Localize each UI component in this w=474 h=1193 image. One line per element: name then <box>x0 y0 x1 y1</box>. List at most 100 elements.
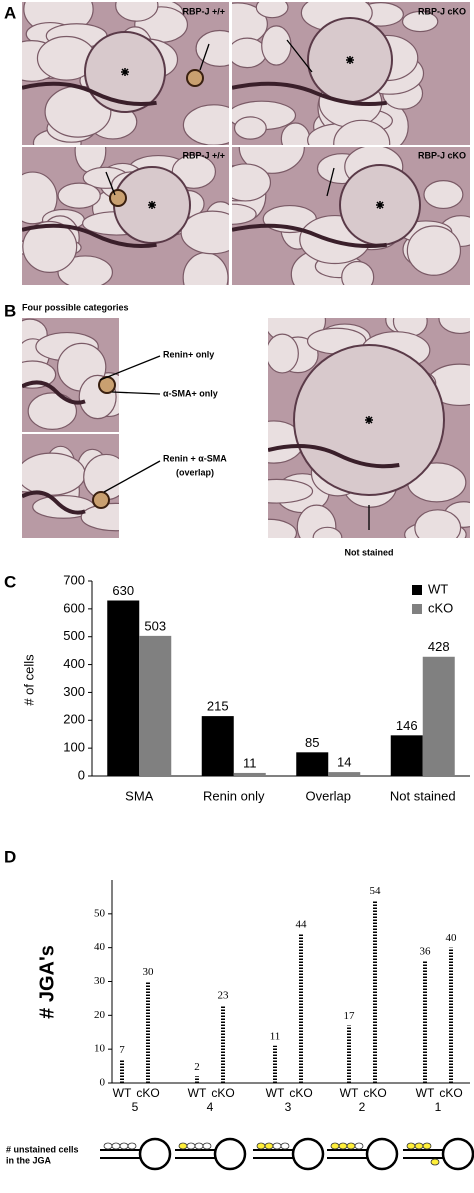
jga-cell <box>119 1142 129 1150</box>
x-tick-label: cKO <box>363 1086 386 1100</box>
bar <box>422 656 455 776</box>
asterisk <box>148 201 156 209</box>
value-label: 11 <box>270 1030 281 1042</box>
y-tick-label: 50 <box>94 907 106 919</box>
x-tick-label: 2 <box>359 1100 366 1114</box>
asterisk <box>346 56 354 64</box>
x-tick-label: SMA <box>125 788 154 803</box>
jga-cell <box>414 1142 424 1150</box>
vessel <box>232 223 387 249</box>
tubule <box>57 182 101 209</box>
caption: Not stained <box>344 547 393 557</box>
jga-diagrams <box>100 1137 474 1171</box>
value-label: 44 <box>296 919 308 931</box>
jga-cell <box>338 1142 348 1150</box>
image-label: RBP-J cKO <box>418 6 466 16</box>
value-label: 40 <box>446 932 458 944</box>
x-tick-label: WT <box>113 1086 132 1100</box>
jga-cell <box>194 1142 204 1150</box>
tubule <box>438 318 470 335</box>
value-label: 14 <box>337 755 351 770</box>
jga-glomerulus <box>365 1137 399 1171</box>
arrow <box>99 355 161 381</box>
legend-swatch <box>412 585 422 595</box>
x-tick-label: cKO <box>439 1086 462 1100</box>
y-tick-label: 500 <box>63 628 85 643</box>
value-label: 2 <box>194 1061 200 1073</box>
value-label: 503 <box>144 618 166 633</box>
value-label: 630 <box>112 583 134 598</box>
tubule <box>232 163 272 202</box>
value-label: 30 <box>143 966 155 978</box>
x-tick-label: 4 <box>207 1100 214 1114</box>
annotation: Renin+ only <box>163 349 214 359</box>
legend-swatch <box>412 604 422 614</box>
tubule <box>57 255 113 285</box>
jga-glomerulus <box>291 1137 325 1171</box>
bar <box>139 635 172 776</box>
bar <box>328 772 361 776</box>
annotation: (overlap) <box>176 467 214 477</box>
arrows <box>99 39 370 530</box>
x-tick-label: cKO <box>289 1086 312 1100</box>
bar <box>233 772 266 776</box>
jga-glomerulus <box>213 1137 247 1171</box>
y-tick-label: 100 <box>63 740 85 755</box>
y-tick-label: 700 <box>63 572 85 587</box>
bar <box>201 716 234 776</box>
vessel <box>22 490 86 515</box>
value-label: 54 <box>370 885 382 897</box>
vessel <box>22 81 157 107</box>
jga-glomerulus <box>441 1137 474 1171</box>
asterisk <box>376 201 384 209</box>
y-tick-label: 20 <box>94 1009 106 1021</box>
tubule <box>22 220 78 273</box>
value-label: 215 <box>207 699 229 714</box>
y-axis-label: # JGA's <box>36 945 58 1019</box>
jga-cell <box>272 1142 282 1150</box>
tubule <box>312 526 343 538</box>
value-label: 23 <box>218 990 230 1002</box>
tubule <box>414 509 462 538</box>
panel-label: A <box>4 3 16 22</box>
tubule <box>401 10 439 33</box>
value-label: 17 <box>344 1010 356 1022</box>
tubule <box>22 452 86 496</box>
stained-cell <box>186 69 204 87</box>
panel-label: C <box>4 572 16 591</box>
tissue <box>22 2 229 145</box>
tubule <box>80 502 119 532</box>
jga-cell <box>346 1142 356 1150</box>
arrow <box>199 43 210 71</box>
jga-cell <box>186 1142 196 1150</box>
x-tick-label: cKO <box>136 1086 159 1100</box>
bar <box>296 752 329 776</box>
y-tick-label: 200 <box>63 712 85 727</box>
legend-label: cKO <box>428 600 453 615</box>
y-tick-label: 10 <box>94 1043 106 1055</box>
y-axis-label: # of cells <box>21 654 36 706</box>
tissue <box>268 318 470 538</box>
x-tick-label: Renin only <box>203 788 265 803</box>
jga-cell <box>256 1142 266 1150</box>
value-label: 85 <box>305 735 319 750</box>
tubule <box>27 392 78 430</box>
jga-cell <box>430 1158 440 1166</box>
value-label: 7 <box>119 1044 125 1056</box>
arrow <box>111 391 161 395</box>
tubule <box>182 104 229 145</box>
arrow <box>103 460 161 493</box>
vessel <box>22 380 86 405</box>
x-tick-label: 5 <box>132 1100 139 1114</box>
tubule <box>423 180 464 210</box>
stained-cell <box>109 189 127 207</box>
tubule <box>268 333 299 374</box>
arrow <box>286 39 313 73</box>
arrow <box>326 167 335 197</box>
tissue <box>232 147 470 285</box>
annotation: α-SMA+ only <box>163 388 218 398</box>
jga-cell <box>330 1142 340 1150</box>
panel-label: B <box>4 301 16 320</box>
jga-cell <box>264 1142 274 1150</box>
